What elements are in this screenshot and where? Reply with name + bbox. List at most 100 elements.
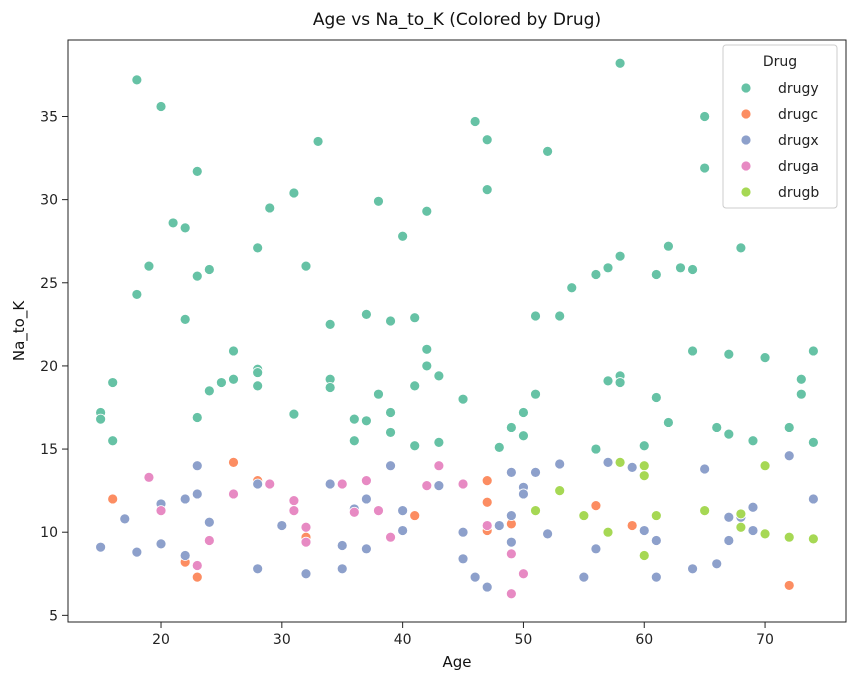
point-drugy [723,428,735,440]
point-drugy [228,373,239,385]
point-drugy [807,437,819,448]
point-drugy [481,134,493,146]
point-drugy [385,427,396,438]
point-druga [228,488,239,500]
point-drugy [505,422,517,433]
point-drugy [409,440,421,452]
x-tick-label: 30 [273,632,291,648]
point-drugc [481,475,493,487]
point-drugx [191,488,203,500]
point-drugy [409,380,421,392]
point-drugb [638,460,650,472]
point-drugy [518,407,529,418]
point-druga [300,536,312,548]
legend-title: Drug [763,54,797,70]
point-drugy [614,57,626,69]
point-drugx [723,511,735,523]
point-drugx [179,493,191,505]
point-drugy [663,417,674,428]
y-tick-label: 10 [40,525,58,541]
point-drugy [191,270,203,282]
legend-marker-drugx [740,134,752,146]
point-drugb [602,526,614,538]
point-drugy [590,443,602,455]
point-drugy [179,313,191,325]
point-drugy [264,202,276,214]
point-drugb [614,456,626,468]
point-drugy [759,352,771,364]
point-drugy [433,370,445,382]
point-drugx [276,520,288,531]
point-drugx [191,460,203,472]
point-drugc [107,493,119,505]
point-drugy [348,435,360,447]
point-drugy [614,377,626,388]
legend-label-drugx: drugx [778,133,819,149]
point-druga [336,478,348,490]
point-drugy [554,310,566,322]
point-drugb [638,550,650,561]
point-drugy [614,250,626,262]
point-druga [143,471,155,483]
series-drugy [95,57,819,455]
point-drugb [759,460,771,472]
point-drugy [590,269,602,280]
point-drugy [409,312,421,324]
point-drugx [95,541,107,553]
point-druga [191,560,203,571]
point-drugy [397,230,409,242]
point-drugx [747,501,759,513]
point-drugy [699,162,711,174]
point-drugy [795,388,807,400]
point-drugx [457,526,469,538]
point-druga [481,520,493,531]
point-drugx [650,535,662,546]
x-tick-label: 40 [394,632,412,648]
point-druga [155,505,167,516]
point-drugy [324,318,336,330]
point-druga [505,588,517,600]
point-drugy [252,367,264,378]
point-drugy [107,377,119,388]
point-drugy [131,74,143,86]
point-drugy [167,217,179,229]
plot-frame [67,39,847,623]
point-drugy [469,116,481,127]
point-drugy [191,412,203,423]
point-drugx [252,563,264,575]
point-drugy [373,388,384,400]
point-drugb [735,508,747,520]
point-drugc [626,520,638,531]
point-drugy [457,393,469,405]
point-drugy [360,415,372,427]
point-drugx [783,450,795,462]
legend-marker-drugc [740,108,752,120]
point-drugx [530,466,541,478]
point-drugb [638,470,650,482]
point-drugx [336,563,348,575]
point-drugx [554,458,566,470]
y-axis-ticks: 5 10 15 20 25 30 35 [40,109,68,624]
point-drugc [191,571,203,583]
point-drugy [421,343,433,355]
point-drugb [699,505,711,516]
point-drugy [300,260,312,272]
point-drugy [203,385,215,397]
series-drugx [95,450,819,593]
series-druga [143,460,529,600]
point-drugy [324,382,336,393]
point-drugy [433,437,445,448]
point-drugy [602,262,614,274]
point-drugy [421,360,433,372]
point-drugy [228,345,239,357]
point-drugy [131,289,143,300]
point-drugy [216,377,227,388]
point-drugy [348,413,360,425]
point-drugy [360,308,372,320]
point-drugy [699,111,711,122]
point-drugx [481,581,493,593]
point-drugy [711,422,723,433]
point-drugx [711,558,723,570]
point-drugx [650,571,662,583]
